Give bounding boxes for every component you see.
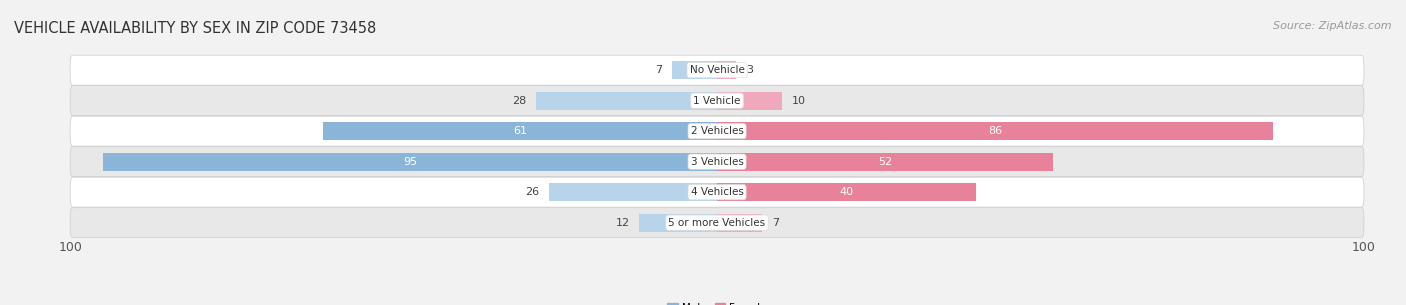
Text: 7: 7 <box>655 65 662 75</box>
FancyBboxPatch shape <box>70 208 1364 238</box>
Bar <box>672 61 717 79</box>
FancyBboxPatch shape <box>70 116 1364 146</box>
Bar <box>548 183 717 201</box>
Text: 3 Vehicles: 3 Vehicles <box>690 157 744 167</box>
Bar <box>717 183 976 201</box>
Legend: Male, Female: Male, Female <box>665 301 769 305</box>
Text: 10: 10 <box>792 96 806 106</box>
Bar <box>103 152 717 171</box>
Bar <box>717 214 762 232</box>
Text: 26: 26 <box>524 187 538 197</box>
Text: 52: 52 <box>879 157 893 167</box>
Text: No Vehicle: No Vehicle <box>689 65 745 75</box>
Text: 86: 86 <box>988 126 1002 136</box>
Text: 61: 61 <box>513 126 527 136</box>
Text: 40: 40 <box>839 187 853 197</box>
Bar <box>717 92 782 110</box>
Text: 3: 3 <box>747 65 754 75</box>
Text: Source: ZipAtlas.com: Source: ZipAtlas.com <box>1274 21 1392 31</box>
Text: 4 Vehicles: 4 Vehicles <box>690 187 744 197</box>
Bar <box>717 152 1053 171</box>
Text: 28: 28 <box>512 96 526 106</box>
Text: 5 or more Vehicles: 5 or more Vehicles <box>668 218 766 228</box>
FancyBboxPatch shape <box>70 147 1364 177</box>
Bar <box>640 214 717 232</box>
Text: 7: 7 <box>772 218 779 228</box>
Bar <box>717 61 737 79</box>
Bar <box>717 122 1274 140</box>
Bar <box>536 92 717 110</box>
Text: 12: 12 <box>616 218 630 228</box>
Bar <box>322 122 717 140</box>
FancyBboxPatch shape <box>70 55 1364 85</box>
Text: VEHICLE AVAILABILITY BY SEX IN ZIP CODE 73458: VEHICLE AVAILABILITY BY SEX IN ZIP CODE … <box>14 21 377 36</box>
Text: 95: 95 <box>402 157 418 167</box>
Text: 2 Vehicles: 2 Vehicles <box>690 126 744 136</box>
Text: 1 Vehicle: 1 Vehicle <box>693 96 741 106</box>
FancyBboxPatch shape <box>70 177 1364 207</box>
FancyBboxPatch shape <box>70 86 1364 116</box>
